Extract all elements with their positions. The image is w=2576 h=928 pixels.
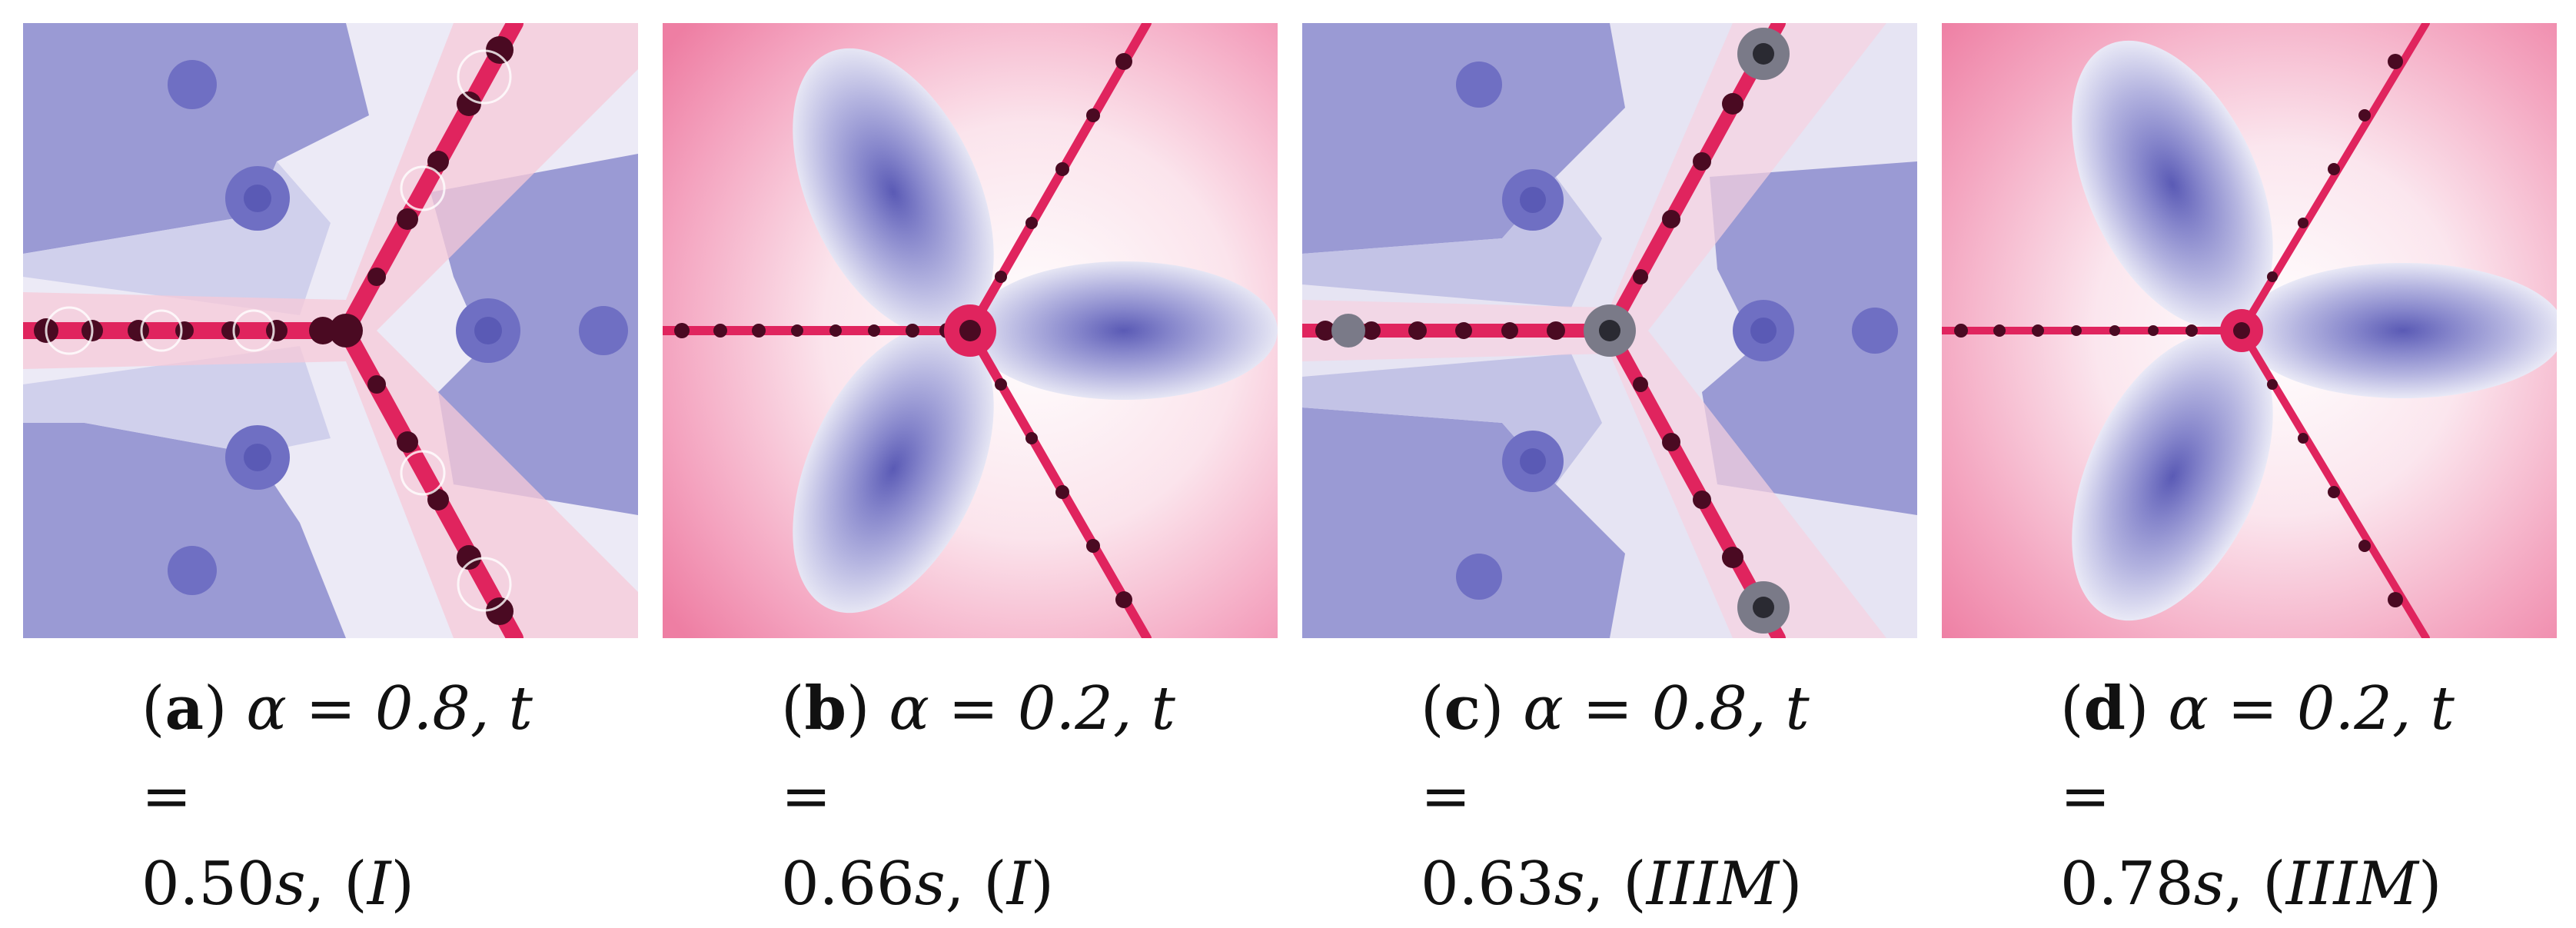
caption-c-alpha: α = 0.8, bbox=[1523, 674, 1786, 743]
basin-of-attraction-image-c bbox=[1302, 23, 1917, 638]
caption-c-line2: 0.63s, (IIIM) bbox=[1421, 840, 1851, 928]
basin-of-attraction-image-d bbox=[1942, 23, 2557, 638]
basin-of-attraction-image-b bbox=[663, 23, 1278, 638]
caption-c-t: t bbox=[1785, 674, 1810, 743]
caption-a-method: I bbox=[367, 850, 391, 919]
caption-b-t: t bbox=[1151, 674, 1175, 743]
caption-d-eq: = bbox=[2060, 762, 2111, 831]
caption-a: (a) α = 0.8, t = 0.50s, (I) bbox=[141, 665, 572, 928]
caption-a-t: t bbox=[508, 674, 533, 743]
caption-c-unit: s bbox=[1554, 850, 1585, 919]
caption-a-unit: s bbox=[274, 850, 306, 919]
caption-a-open: , ( bbox=[305, 850, 367, 919]
caption-d-line2: 0.78s, (IIIM) bbox=[2060, 840, 2491, 928]
caption-d-label: d bbox=[2083, 674, 2126, 743]
caption-d-t: t bbox=[2430, 674, 2455, 743]
caption-c-method: IIIM bbox=[1646, 850, 1780, 919]
caption-b-method: I bbox=[1006, 850, 1031, 919]
caption-c-label: c bbox=[1444, 674, 1481, 743]
fractal-panel-d bbox=[1942, 23, 2557, 638]
caption-d-method: IIIM bbox=[2285, 850, 2419, 919]
caption-c-line1: (c) α = 0.8, t = bbox=[1421, 674, 1810, 831]
caption-d-unit: s bbox=[2193, 850, 2225, 919]
caption-b-label: b bbox=[804, 674, 846, 743]
caption-a-close: ) bbox=[391, 850, 414, 919]
caption-b-line2: 0.66s, (I) bbox=[781, 840, 1212, 928]
fractal-panel-c bbox=[1302, 23, 1917, 638]
fractal-panel-a bbox=[23, 23, 638, 638]
caption-d-open: , ( bbox=[2224, 850, 2286, 919]
caption-c-close: ) bbox=[1779, 850, 1803, 919]
caption-b-open: , ( bbox=[945, 850, 1007, 919]
caption-d-time: 0.78 bbox=[2060, 850, 2194, 919]
caption-b-eq: = bbox=[781, 762, 832, 831]
caption-b-close: ) bbox=[1030, 850, 1054, 919]
caption-d-close: ) bbox=[2418, 850, 2442, 919]
caption-a-time: 0.50 bbox=[141, 850, 275, 919]
basin-of-attraction-image-a bbox=[23, 23, 638, 638]
caption-a-line1: (a) α = 0.8, t = bbox=[141, 674, 533, 831]
caption-b-time: 0.66 bbox=[781, 850, 915, 919]
caption-c-eq: = bbox=[1421, 762, 1471, 831]
caption-a-eq: = bbox=[141, 762, 192, 831]
caption-b-line1: (b) α = 0.2, t = bbox=[781, 674, 1175, 831]
caption-c-time: 0.63 bbox=[1421, 850, 1554, 919]
caption-d-alpha: α = 0.2, bbox=[2168, 674, 2431, 743]
caption-b-unit: s bbox=[914, 850, 946, 919]
caption-c: (c) α = 0.8, t = 0.63s, (IIIM) bbox=[1421, 665, 1851, 928]
caption-d: (d) α = 0.2, t = 0.78s, (IIIM) bbox=[2060, 665, 2491, 928]
caption-d-line1: (d) α = 0.2, t = bbox=[2060, 674, 2455, 831]
fractal-panel-b bbox=[663, 23, 1278, 638]
caption-a-label: a bbox=[165, 674, 204, 743]
caption-a-alpha: α = 0.8, bbox=[246, 674, 509, 743]
caption-a-line2: 0.50s, (I) bbox=[141, 840, 572, 928]
caption-b-alpha: α = 0.2, bbox=[889, 674, 1152, 743]
caption-c-open: , ( bbox=[1584, 850, 1647, 919]
caption-b: (b) α = 0.2, t = 0.66s, (I) bbox=[781, 665, 1212, 928]
